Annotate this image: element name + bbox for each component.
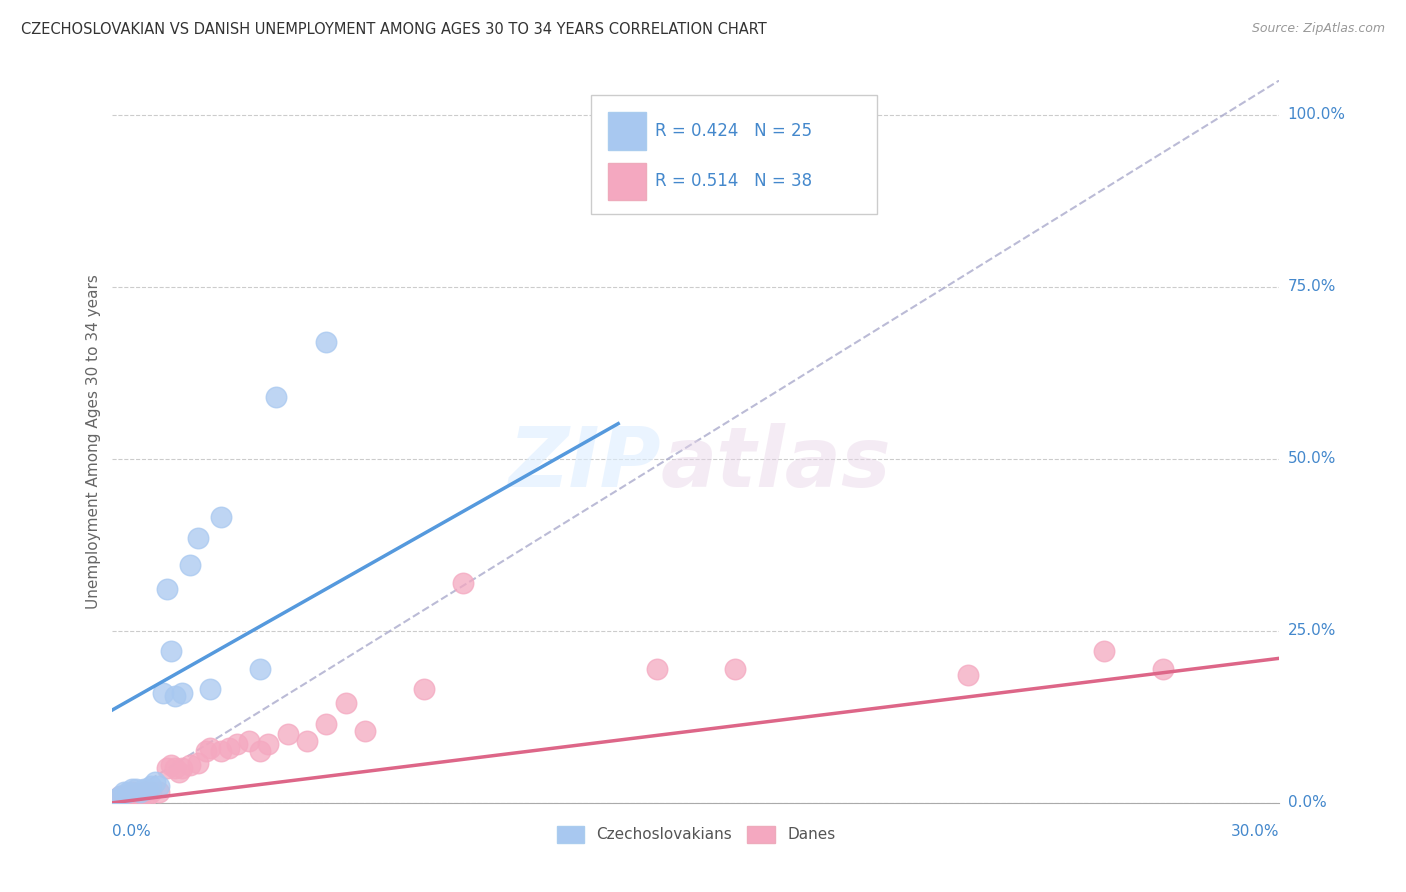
Point: [160, 644, 183, 658]
Point: [172, 686, 194, 700]
Point: [117, 785, 139, 799]
Point: [110, 789, 132, 803]
Point: [125, 789, 148, 803]
Text: 0.0%: 0.0%: [1288, 796, 1326, 810]
Point: [156, 582, 179, 597]
Point: [1152, 662, 1174, 676]
Point: [143, 775, 166, 789]
Point: [335, 696, 357, 710]
Point: [187, 531, 209, 545]
Text: ZIP: ZIP: [509, 423, 661, 504]
Point: [128, 785, 150, 799]
Text: CZECHOSLOVAKIAN VS DANISH UNEMPLOYMENT AMONG AGES 30 TO 34 YEARS CORRELATION CHA: CZECHOSLOVAKIAN VS DANISH UNEMPLOYMENT A…: [21, 22, 766, 37]
Point: [645, 662, 668, 676]
Point: [136, 782, 159, 797]
Text: R = 0.424   N = 25: R = 0.424 N = 25: [655, 122, 813, 140]
Y-axis label: Unemployment Among Ages 30 to 34 years: Unemployment Among Ages 30 to 34 years: [86, 274, 101, 609]
Point: [132, 785, 155, 799]
Text: 25.0%: 25.0%: [1288, 624, 1336, 639]
Point: [412, 682, 434, 697]
Point: [152, 686, 174, 700]
Text: Source: ZipAtlas.com: Source: ZipAtlas.com: [1251, 22, 1385, 36]
Point: [1094, 644, 1116, 658]
Point: [209, 510, 232, 524]
Point: [163, 761, 186, 775]
Point: [249, 662, 271, 676]
Text: 75.0%: 75.0%: [1288, 279, 1336, 294]
Text: atlas: atlas: [661, 423, 891, 504]
Point: [105, 792, 128, 806]
Point: [226, 737, 249, 751]
Point: [451, 575, 474, 590]
Point: [172, 761, 194, 775]
Point: [156, 761, 179, 775]
Point: [132, 782, 155, 797]
Point: [163, 689, 186, 703]
Point: [105, 792, 128, 806]
Text: 50.0%: 50.0%: [1288, 451, 1336, 467]
Text: R = 0.514   N = 38: R = 0.514 N = 38: [655, 172, 813, 190]
Legend: Czechoslovakians, Danes: Czechoslovakians, Danes: [551, 820, 841, 849]
Text: 100.0%: 100.0%: [1288, 107, 1346, 122]
Point: [187, 756, 209, 770]
Text: 0.0%: 0.0%: [112, 824, 152, 839]
Point: [121, 785, 143, 799]
FancyBboxPatch shape: [609, 112, 645, 150]
Point: [141, 779, 163, 793]
FancyBboxPatch shape: [609, 162, 645, 200]
Point: [112, 789, 135, 803]
Point: [112, 785, 135, 799]
Point: [276, 727, 298, 741]
Point: [117, 789, 139, 803]
Point: [128, 792, 150, 806]
Point: [148, 785, 170, 799]
Point: [160, 758, 183, 772]
Point: [315, 716, 337, 731]
Text: 30.0%: 30.0%: [1232, 824, 1279, 839]
Point: [209, 744, 232, 758]
Point: [354, 723, 377, 738]
Point: [724, 662, 747, 676]
Point: [957, 668, 980, 682]
Point: [194, 744, 217, 758]
FancyBboxPatch shape: [591, 95, 877, 214]
Point: [238, 734, 260, 748]
Point: [315, 334, 337, 349]
Point: [198, 740, 221, 755]
Point: [148, 779, 170, 793]
Point: [167, 764, 190, 779]
Point: [198, 682, 221, 697]
Point: [257, 737, 280, 751]
Point: [121, 782, 143, 797]
Point: [179, 558, 201, 573]
Point: [110, 789, 132, 803]
Point: [141, 785, 163, 799]
Point: [218, 740, 240, 755]
Point: [125, 782, 148, 797]
Point: [295, 734, 318, 748]
Point: [264, 390, 287, 404]
Point: [136, 789, 159, 803]
Point: [179, 758, 201, 772]
Point: [249, 744, 271, 758]
Point: [607, 138, 630, 153]
